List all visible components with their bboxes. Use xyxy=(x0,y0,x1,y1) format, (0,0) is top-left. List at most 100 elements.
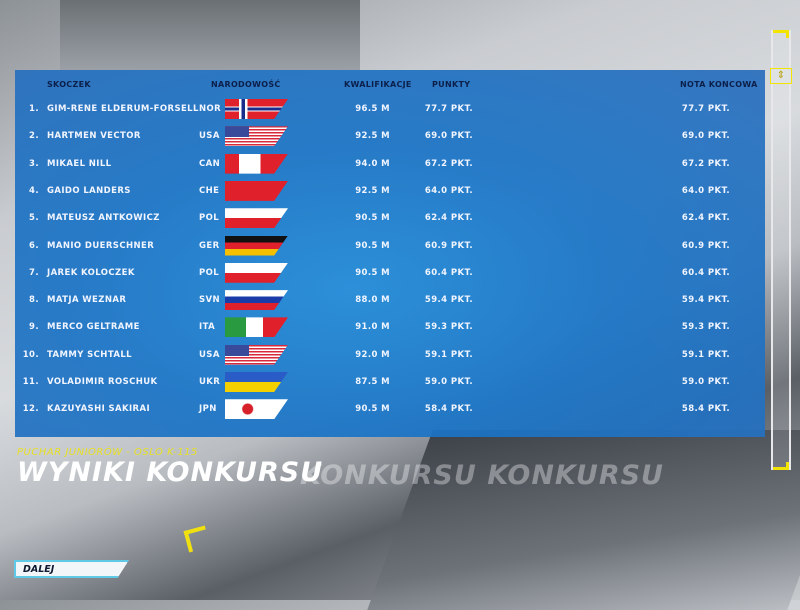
qualification-distance: 88.0 M xyxy=(355,295,390,306)
points: 77.7 PKT. xyxy=(424,104,473,114)
qualification-distance: 96.5 M xyxy=(355,104,390,114)
qualification-distance: 90.5 M xyxy=(355,404,390,415)
jumper-name: MATJA WEZNAR xyxy=(47,295,127,306)
flag-usa-icon xyxy=(225,126,288,147)
points: 64.0 PKT. xyxy=(424,185,473,196)
qualification-distance: 90.5 M xyxy=(355,240,390,251)
flag-can-icon xyxy=(225,153,288,174)
scroll-bottom-corner xyxy=(773,462,789,470)
flag-nor-icon xyxy=(225,99,288,119)
final-score: 59.3 PKT. xyxy=(681,322,730,333)
points: 59.4 PKT. xyxy=(424,295,473,306)
points: 60.4 PKT. xyxy=(424,267,473,278)
nationality: JPN xyxy=(199,404,217,415)
background-stands xyxy=(60,0,360,70)
rank: 11. xyxy=(22,377,39,387)
final-score: 59.0 PKT. xyxy=(681,377,730,387)
flag-usa-icon xyxy=(225,344,288,365)
rank: 3. xyxy=(29,158,39,169)
nationality: CAN xyxy=(199,158,221,169)
final-score: 60.9 PKT. xyxy=(681,240,730,251)
header-punkty: PUNKTY xyxy=(432,80,471,89)
scroll-top-corner xyxy=(773,30,789,38)
nationality: POL xyxy=(199,267,220,278)
flag-ukr-icon xyxy=(225,372,288,392)
jumper-name: MERCO GELTRAME xyxy=(47,322,140,333)
final-score: 62.4 PKT. xyxy=(681,213,730,224)
flag-che-icon xyxy=(225,180,288,201)
title-ghost: KONKURSU KONKURSU xyxy=(300,460,664,491)
final-score: 59.4 PKT. xyxy=(681,295,730,306)
scrollbar[interactable]: ⇕ xyxy=(770,30,792,470)
qualification-distance: 87.5 M xyxy=(355,377,390,387)
rank: 9. xyxy=(29,322,39,333)
jumper-name: VOLADIMIR ROSCHUK xyxy=(47,377,158,387)
cursor-arrow-icon xyxy=(183,525,211,553)
table-row: 5. MATEUSZ ANTKOWICZ POL 90.5 M 62.4 PKT… xyxy=(15,208,765,229)
points: 69.0 PKT. xyxy=(424,131,473,142)
nationality: NOR xyxy=(199,104,222,114)
jumper-name: JAREK KOLOCZEK xyxy=(47,267,135,278)
jumper-name: MANIO DUERSCHNER xyxy=(47,240,155,251)
nationality: GER xyxy=(199,240,220,251)
nationality: USA xyxy=(199,349,220,360)
table-row: 2. HARTMEN VECTOR USA 92.5 M 69.0 PKT. 6… xyxy=(15,126,765,147)
table-row: 10. TAMMY SCHTALL USA 92.0 M 59.1 PKT. 5… xyxy=(15,344,765,365)
header-narodowosc: NARODOWOŚĆ xyxy=(211,80,281,89)
table-row: 4. GAIDO LANDERS CHE 92.5 M 64.0 PKT. 64… xyxy=(15,180,765,201)
points: 59.0 PKT. xyxy=(424,377,473,387)
qualification-distance: 94.0 M xyxy=(355,158,390,169)
rank: 5. xyxy=(29,213,39,224)
nationality: ITA xyxy=(199,322,216,333)
points: 60.9 PKT. xyxy=(424,240,473,251)
final-score: 67.2 PKT. xyxy=(681,158,730,169)
jumper-name: GIM-RENE ELDERUM-FORSELL xyxy=(47,104,199,114)
points: 62.4 PKT. xyxy=(424,213,473,224)
results-panel xyxy=(15,70,765,437)
competition-subtitle: PUCHAR JUNIORÓW - OSLO K-115 xyxy=(17,447,198,458)
table-row: 6. MANIO DUERSCHNER GER 90.5 M 60.9 PKT.… xyxy=(15,235,765,256)
final-score: 59.1 PKT. xyxy=(681,349,730,360)
jumper-name: GAIDO LANDERS xyxy=(47,185,131,196)
qualification-distance: 92.5 M xyxy=(355,131,390,142)
nationality: UKR xyxy=(199,377,221,387)
rank: 8. xyxy=(29,295,39,306)
nationality: SVN xyxy=(199,295,221,306)
nationality: USA xyxy=(199,131,220,142)
rank: 6. xyxy=(29,240,39,251)
points: 59.3 PKT. xyxy=(424,322,473,333)
table-row: 11. VOLADIMIR ROSCHUK UKR 87.5 M 59.0 PK… xyxy=(15,372,765,392)
points: 59.1 PKT. xyxy=(424,349,473,360)
final-score: 69.0 PKT. xyxy=(681,131,730,142)
next-button[interactable]: DALEJ xyxy=(14,560,129,578)
table-row: 9. MERCO GELTRAME ITA 91.0 M 59.3 PKT. 5… xyxy=(15,317,765,338)
nationality: CHE xyxy=(199,185,220,196)
rank: 7. xyxy=(29,267,39,278)
header-nota: NOTA KONCOWA xyxy=(680,80,758,89)
jumper-name: KAZUYASHI SAKIRAI xyxy=(47,404,151,415)
nationality: POL xyxy=(199,213,220,224)
rank: 2. xyxy=(29,131,39,142)
rank: 12. xyxy=(22,404,39,415)
final-score: 60.4 PKT. xyxy=(681,267,730,278)
rank: 10. xyxy=(22,349,39,360)
table-row: 12. KAZUYASHI SAKIRAI JPN 90.5 M 58.4 PK… xyxy=(15,399,765,420)
flag-pol-icon xyxy=(225,262,288,283)
final-score: 64.0 PKT. xyxy=(681,185,730,196)
qualification-distance: 92.5 M xyxy=(355,185,390,196)
final-score: 58.4 PKT. xyxy=(681,404,730,415)
jumper-name: MIKAEL NILL xyxy=(47,158,112,169)
flag-jpn-icon xyxy=(225,399,288,420)
points: 67.2 PKT. xyxy=(424,158,473,169)
page-title: WYNIKI KONKURSU xyxy=(17,457,324,488)
table-row: 3. MIKAEL NILL CAN 94.0 M 67.2 PKT. 67.2… xyxy=(15,153,765,174)
flag-svn-icon xyxy=(225,290,288,311)
flag-ita-icon xyxy=(225,317,288,338)
qualification-distance: 92.0 M xyxy=(355,349,390,360)
header-skoczek: SKOCZEK xyxy=(47,80,91,89)
qualification-distance: 91.0 M xyxy=(355,322,390,333)
scroll-thumb[interactable]: ⇕ xyxy=(770,68,792,84)
flag-pol-icon xyxy=(225,208,288,229)
table-row: 7. JAREK KOLOCZEK POL 90.5 M 60.4 PKT. 6… xyxy=(15,262,765,283)
final-score: 77.7 PKT. xyxy=(681,104,730,114)
